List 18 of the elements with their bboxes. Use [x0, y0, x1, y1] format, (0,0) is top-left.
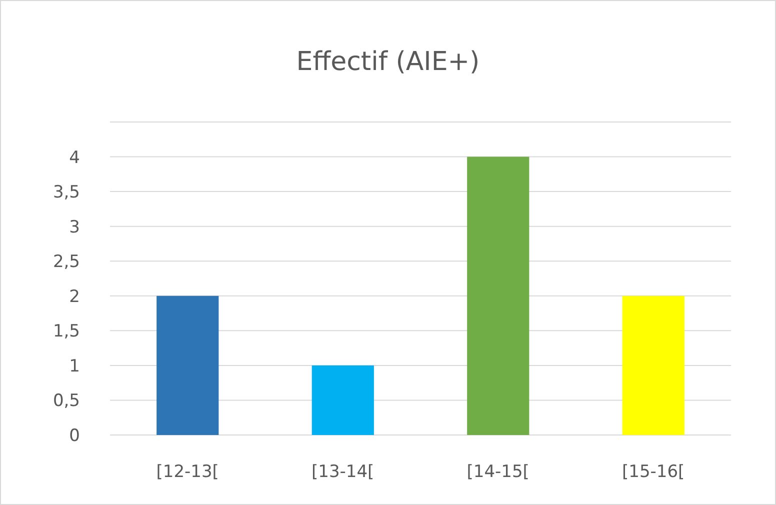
y-tick-label: 0 — [69, 426, 80, 446]
bar — [467, 156, 530, 435]
chart-title: Effectif (AIE+) — [296, 47, 480, 77]
bar — [156, 296, 219, 435]
y-tick-label: 2 — [69, 286, 80, 307]
bar — [622, 296, 684, 435]
x-tick-label: [15-16[ — [622, 462, 685, 482]
x-tick-label: [12-13[ — [156, 462, 219, 482]
y-tick-label: 1 — [69, 356, 80, 376]
y-tick-label: 3,5 — [52, 182, 80, 203]
y-tick-label: 1,5 — [52, 322, 80, 342]
y-tick-label: 3 — [69, 217, 80, 238]
x-tick-label: [14-15[ — [466, 462, 530, 482]
y-tick-label: 0,5 — [52, 391, 80, 412]
x-tick-label: [13-14[ — [312, 462, 374, 482]
y-tick-label: 4 — [69, 148, 80, 168]
bar — [312, 365, 374, 435]
y-tick-label: 2,5 — [52, 252, 80, 272]
